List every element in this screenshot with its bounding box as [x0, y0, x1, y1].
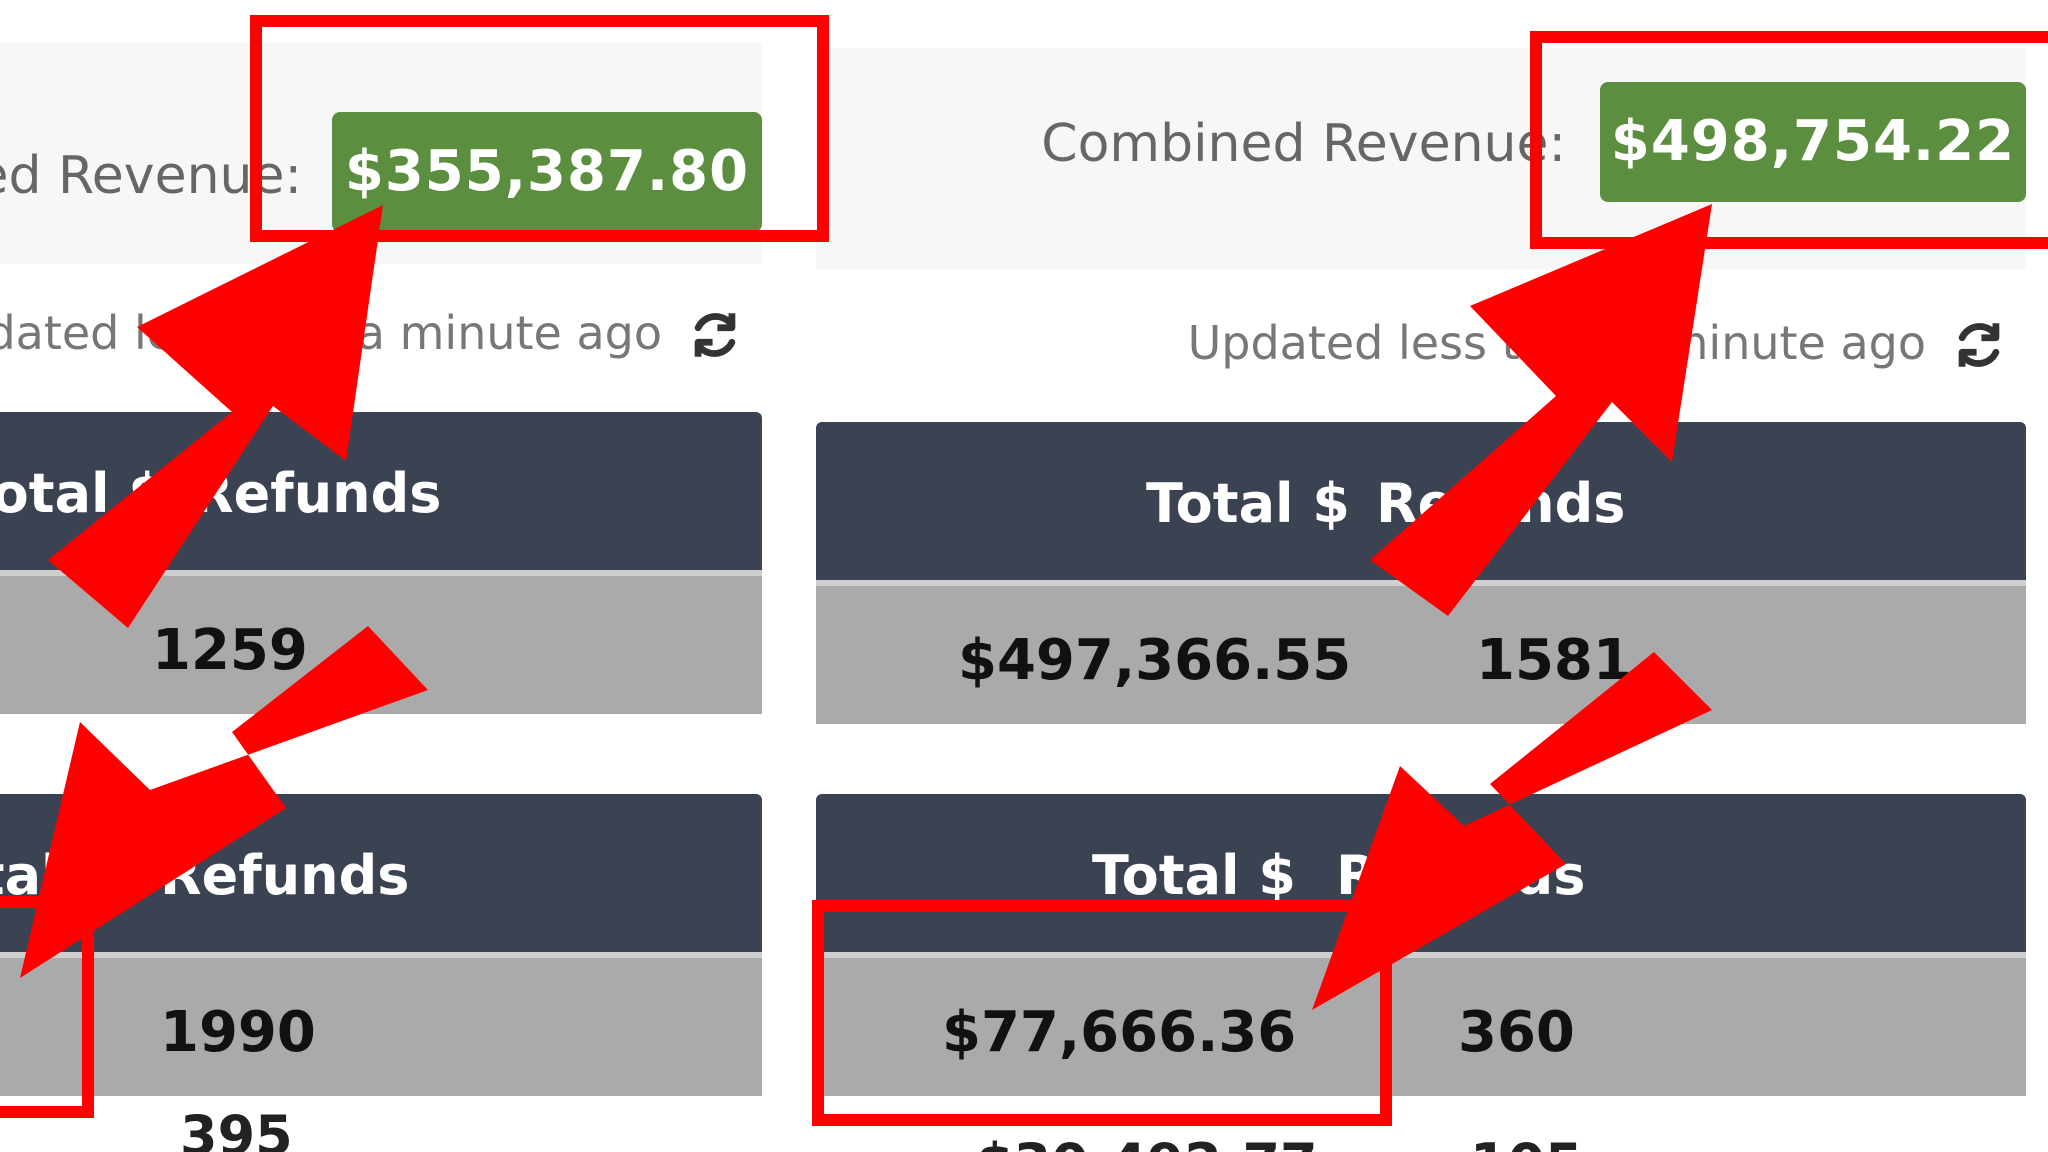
column-header-total: Total $ [1092, 844, 1296, 907]
updated-status-text: Updated less than a minute ago [1187, 316, 1926, 370]
right-dashboard-panel: Combined Revenue: $498,754.22 Updated le… [816, 0, 2048, 1152]
table-row: 1990 [0, 958, 762, 1096]
revenue-header: Combined Revenue: $498,754.22 [816, 48, 2026, 270]
column-header-total: Total $ [1146, 472, 1350, 535]
revenue-label: Combined Revenue: [1041, 114, 1566, 174]
table-header: Total $ Refunds [816, 422, 2026, 586]
refunds-count: 360 [1458, 1000, 1575, 1065]
table-row: $497,366.55 1581 [816, 586, 2026, 724]
refunds-table-2: Total $ Refunds $77,666.36 360 [816, 794, 2026, 1096]
table-header: Total $ Refunds [816, 794, 2026, 958]
column-header-refunds: Refunds [1376, 472, 1626, 535]
next-table-row: $30,492.77 105 [816, 1096, 2026, 1152]
revenue-label: Combined Revenue: [0, 146, 302, 206]
refresh-icon[interactable] [1950, 316, 2008, 374]
revenue-value-badge: $498,754.22 [1600, 82, 2026, 202]
refunds-count: 395 [180, 1104, 293, 1152]
refunds-count: 105 [1470, 1132, 1583, 1152]
table-row: $77,666.36 360 [816, 958, 2026, 1096]
refunds-table-1: Total $ Refunds 1259 [0, 412, 762, 714]
column-header-total: Total $ [0, 844, 116, 907]
revenue-value-badge: $355,387.80 [332, 112, 762, 232]
next-table-row: 395 [0, 1096, 762, 1152]
total-amount: $497,366.55 [958, 628, 1352, 693]
refunds-count: 1990 [160, 1000, 316, 1065]
refunds-count: 1581 [1476, 628, 1632, 693]
updated-status-text: Updated less than a minute ago [0, 306, 662, 360]
total-amount: $77,666.36 [942, 1000, 1297, 1065]
revenue-header: Combined Revenue: $355,387.80 [0, 42, 762, 264]
refunds-table-1: Total $ Refunds $497,366.55 1581 [816, 422, 2026, 724]
column-header-refunds: Refunds [192, 462, 442, 525]
column-header-refunds: Refunds [1336, 844, 1586, 907]
refunds-table-2: Total $ Refunds 1990 [0, 794, 762, 1096]
refunds-count: 1259 [152, 618, 308, 683]
table-header: Total $ Refunds [0, 412, 762, 576]
table-row: 1259 [0, 576, 762, 714]
total-amount: $30,492.77 [976, 1132, 1318, 1152]
table-header: Total $ Refunds [0, 794, 762, 958]
column-header-refunds: Refunds [160, 844, 410, 907]
refresh-icon[interactable] [686, 306, 744, 364]
column-header-total: Total $ [0, 462, 166, 525]
left-dashboard-panel: Combined Revenue: $355,387.80 Updated le… [0, 0, 772, 1152]
